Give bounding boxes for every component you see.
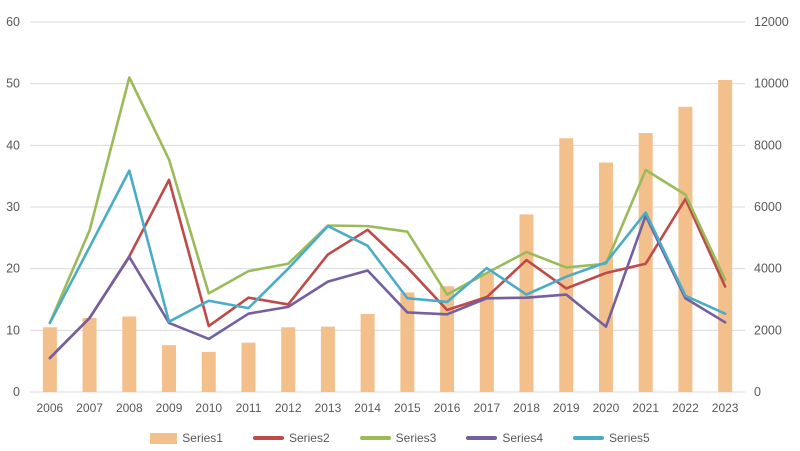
line-series5 [48,169,727,325]
line-series2 [48,178,727,360]
x-axis-label: 2009 [156,401,183,415]
line-series3 [48,76,727,325]
x-axis-label: 2020 [593,401,620,415]
bar-series1-2023 [718,79,733,392]
left-axis-label: 20 [6,262,20,276]
legend-label-series5: Series5 [609,431,650,445]
left-axis-label: 40 [6,138,20,152]
legend-label-series1: Series1 [182,431,223,445]
legend-line-swatch-series3 [359,436,391,440]
right-axis-label: 8000 [754,138,782,152]
bar-series1-2011 [241,342,256,392]
x-axis-label: 2021 [632,401,659,415]
bar-series1-2020 [598,162,613,392]
left-axis-label: 50 [6,77,20,91]
x-axis-label: 2011 [236,401,262,415]
x-axis-label: 2007 [76,401,103,415]
bar-series1-2007 [82,318,97,392]
x-axis-label: 2019 [553,401,580,415]
bar-series1-2015 [400,292,415,392]
x-axis-label: 2014 [354,401,381,415]
legend-label-series2: Series2 [288,431,330,445]
legend-item-series4: Series4 [466,431,543,445]
legend-item-series5: Series5 [573,431,650,445]
right-axis-label: 12000 [754,15,789,29]
x-axis-label: 2013 [315,401,342,415]
right-axis-label: 0 [754,385,761,399]
bar-series1-2022 [678,106,693,393]
left-axis-label: 60 [6,15,20,29]
x-axis-label: 2012 [275,401,302,415]
right-axis-label: 6000 [754,200,782,214]
x-axis-label: 2006 [37,401,64,415]
chart-plot-area: 0 10 20 30 40 50 60 0 2000 4000 6000 8000 10000 12000… [6,15,789,415]
x-axis-label: 2008 [116,401,143,415]
bar-series1-2009 [162,345,177,392]
bar-series1-2017 [479,272,494,392]
legend-line-swatch-series2 [252,436,284,440]
bar-series1-2006 [42,327,57,392]
legend-label-series3: Series3 [395,431,437,445]
legend-item-series1: Series1 [150,431,223,445]
left-axis-label: 30 [6,200,20,214]
legend-line-swatch-series4 [466,436,498,440]
bar-series1-2012 [281,327,296,392]
right-axis-label: 4000 [754,262,782,276]
bar-series1-2014 [360,313,375,392]
x-axis-label: 2016 [434,401,461,415]
bar-series1-2018 [519,214,534,392]
left-axis-label: 10 [6,323,20,337]
legend-item-series3: Series3 [359,431,437,445]
right-axis-label: 2000 [754,323,782,337]
bar-series1-2010 [201,351,216,392]
legend-bar-swatch-series1 [150,432,178,444]
line-series4 [48,214,727,360]
bar-series1-2019 [559,138,574,392]
legend-line-swatch-series5 [573,436,605,440]
left-axis-label: 0 [13,385,20,399]
x-axis-label: 2022 [672,401,699,415]
legend-label-series4: Series4 [502,431,544,445]
x-axis-label: 2023 [712,401,739,415]
bar-series1-2013 [320,326,335,392]
x-axis-label: 2018 [513,401,540,415]
x-axis-label: 2010 [195,401,222,415]
right-axis-label: 10000 [754,77,789,91]
legend-item-series2: Series2 [252,431,330,445]
x-axis-label: 2017 [473,401,500,415]
x-axis-label: 2015 [394,401,421,415]
bar-series1-2008 [122,316,137,392]
chart-legend: Series1 Series2 Series3 Series4 Series5 [0,429,800,447]
